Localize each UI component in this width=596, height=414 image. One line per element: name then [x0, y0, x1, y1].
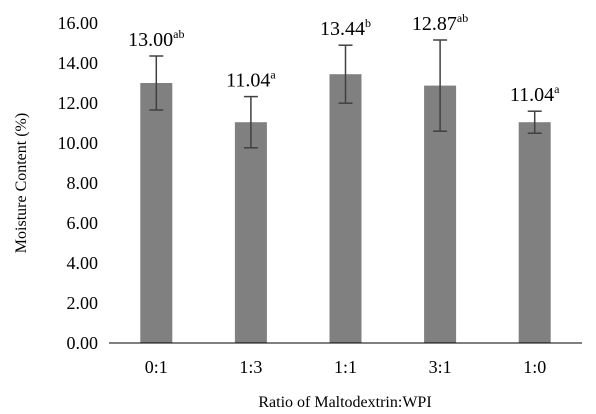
y-tick-label: 2.00 [67, 293, 99, 313]
bars [140, 74, 551, 343]
data-label-superscript: ab [173, 27, 184, 41]
error-bar [243, 95, 258, 149]
data-label-superscript: a [270, 68, 276, 82]
data-label-value: 13.00 [128, 29, 173, 51]
error-bar [527, 110, 542, 134]
data-label-value: 11.04 [510, 84, 554, 106]
y-axis-title: Moisture Content (%) [13, 113, 30, 253]
data-label-value: 12.87 [412, 13, 457, 35]
bar [140, 83, 173, 343]
bar [518, 122, 551, 343]
x-axis-title: Ratio of Maltodextrin:WPI [258, 394, 431, 411]
error-bar [338, 44, 353, 104]
data-label-superscript: ab [457, 11, 468, 25]
x-tick-label: 1:0 [523, 357, 546, 377]
x-tick-label: 1:3 [239, 357, 262, 377]
error-bars [149, 39, 542, 149]
x-tick-label: 0:1 [145, 357, 168, 377]
data-label-superscript: b [365, 16, 371, 30]
x-tick-label: 1:1 [334, 357, 357, 377]
y-tick-label: 0.00 [67, 333, 99, 353]
data-label-value: 13.44 [320, 18, 365, 40]
data-label: 11.04a [510, 82, 560, 106]
y-tick-label: 6.00 [67, 213, 99, 233]
x-axis-tick-labels: 0:1 1:3 1:1 3:1 1:0 [145, 357, 546, 377]
data-label: 13.44b [320, 16, 371, 40]
error-bar [433, 39, 448, 132]
data-label: 13.00ab [128, 27, 184, 51]
data-label-value: 11.04 [226, 70, 270, 92]
data-label: 11.04a [226, 68, 276, 92]
x-tick-label: 3:1 [429, 357, 452, 377]
y-tick-label: 10.00 [58, 133, 99, 153]
y-tick-label: 4.00 [67, 253, 99, 273]
data-label: 12.87ab [412, 11, 468, 35]
bar [329, 74, 362, 343]
y-tick-label: 12.00 [58, 93, 99, 113]
y-axis-ticks: 0.00 2.00 4.00 6.00 8.00 10.00 12.00 14.00 16.00 [58, 13, 99, 353]
data-label-superscript: a [554, 82, 560, 96]
y-tick-label: 14.00 [58, 53, 99, 73]
error-bar [149, 55, 164, 111]
y-tick-label: 16.00 [58, 13, 99, 33]
y-tick-label: 8.00 [67, 173, 99, 193]
bar [234, 122, 267, 343]
